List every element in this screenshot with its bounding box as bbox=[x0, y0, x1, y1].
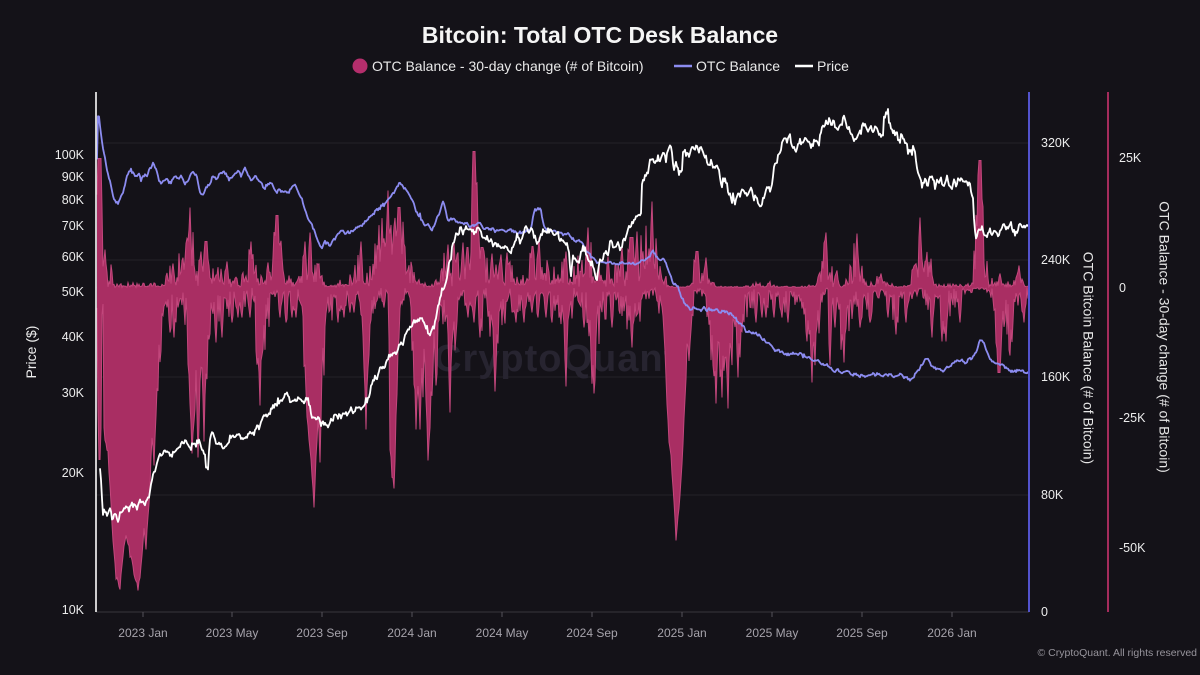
svg-text:2024 Jan: 2024 Jan bbox=[387, 626, 436, 640]
svg-text:OTC Balance: OTC Balance bbox=[696, 58, 780, 74]
svg-text:20K: 20K bbox=[62, 466, 85, 480]
svg-text:80K: 80K bbox=[62, 193, 85, 207]
svg-text:25K: 25K bbox=[1119, 151, 1142, 165]
svg-text:100K: 100K bbox=[55, 148, 85, 162]
svg-text:50K: 50K bbox=[62, 285, 85, 299]
svg-text:2023 Sep: 2023 Sep bbox=[296, 626, 348, 640]
svg-text:-25K: -25K bbox=[1119, 411, 1146, 425]
svg-text:30K: 30K bbox=[62, 386, 85, 400]
svg-text:OTC Balance - 30-day change (#: OTC Balance - 30-day change (# of Bitcoi… bbox=[1157, 201, 1173, 473]
svg-text:2025 Sep: 2025 Sep bbox=[836, 626, 888, 640]
svg-text:40K: 40K bbox=[62, 330, 85, 344]
svg-text:0: 0 bbox=[1119, 281, 1126, 295]
svg-text:70K: 70K bbox=[62, 219, 85, 233]
svg-text:240K: 240K bbox=[1041, 253, 1071, 267]
svg-text:OTC Balance - 30-day change (#: OTC Balance - 30-day change (# of Bitcoi… bbox=[372, 58, 644, 74]
svg-text:90K: 90K bbox=[62, 170, 85, 184]
svg-text:320K: 320K bbox=[1041, 136, 1071, 150]
svg-text:0: 0 bbox=[1041, 605, 1048, 619]
svg-text:10K: 10K bbox=[62, 603, 85, 617]
svg-text:2023 Jan: 2023 Jan bbox=[118, 626, 167, 640]
svg-text:2024 Sep: 2024 Sep bbox=[566, 626, 618, 640]
svg-text:2024 May: 2024 May bbox=[476, 626, 529, 640]
svg-text:© CryptoQuant. All rights rese: © CryptoQuant. All rights reserved bbox=[1038, 647, 1198, 659]
svg-text:OTC Bitcoin Balance (# of Bitc: OTC Bitcoin Balance (# of Bitcoin) bbox=[1081, 252, 1097, 464]
svg-text:-50K: -50K bbox=[1119, 541, 1146, 555]
svg-text:Bitcoin: Total OTC Desk Balanc: Bitcoin: Total OTC Desk Balance bbox=[422, 22, 778, 48]
svg-text:2023 May: 2023 May bbox=[206, 626, 259, 640]
svg-text:60K: 60K bbox=[62, 250, 85, 264]
svg-text:80K: 80K bbox=[1041, 488, 1064, 502]
svg-text:160K: 160K bbox=[1041, 370, 1071, 384]
svg-text:CryptoQuant: CryptoQuant bbox=[434, 338, 677, 380]
svg-text:Price ($): Price ($) bbox=[23, 326, 39, 379]
svg-text:2025 Jan: 2025 Jan bbox=[657, 626, 706, 640]
svg-text:2025 May: 2025 May bbox=[746, 626, 799, 640]
svg-text:Price: Price bbox=[817, 58, 849, 74]
svg-text:2026 Jan: 2026 Jan bbox=[927, 626, 976, 640]
